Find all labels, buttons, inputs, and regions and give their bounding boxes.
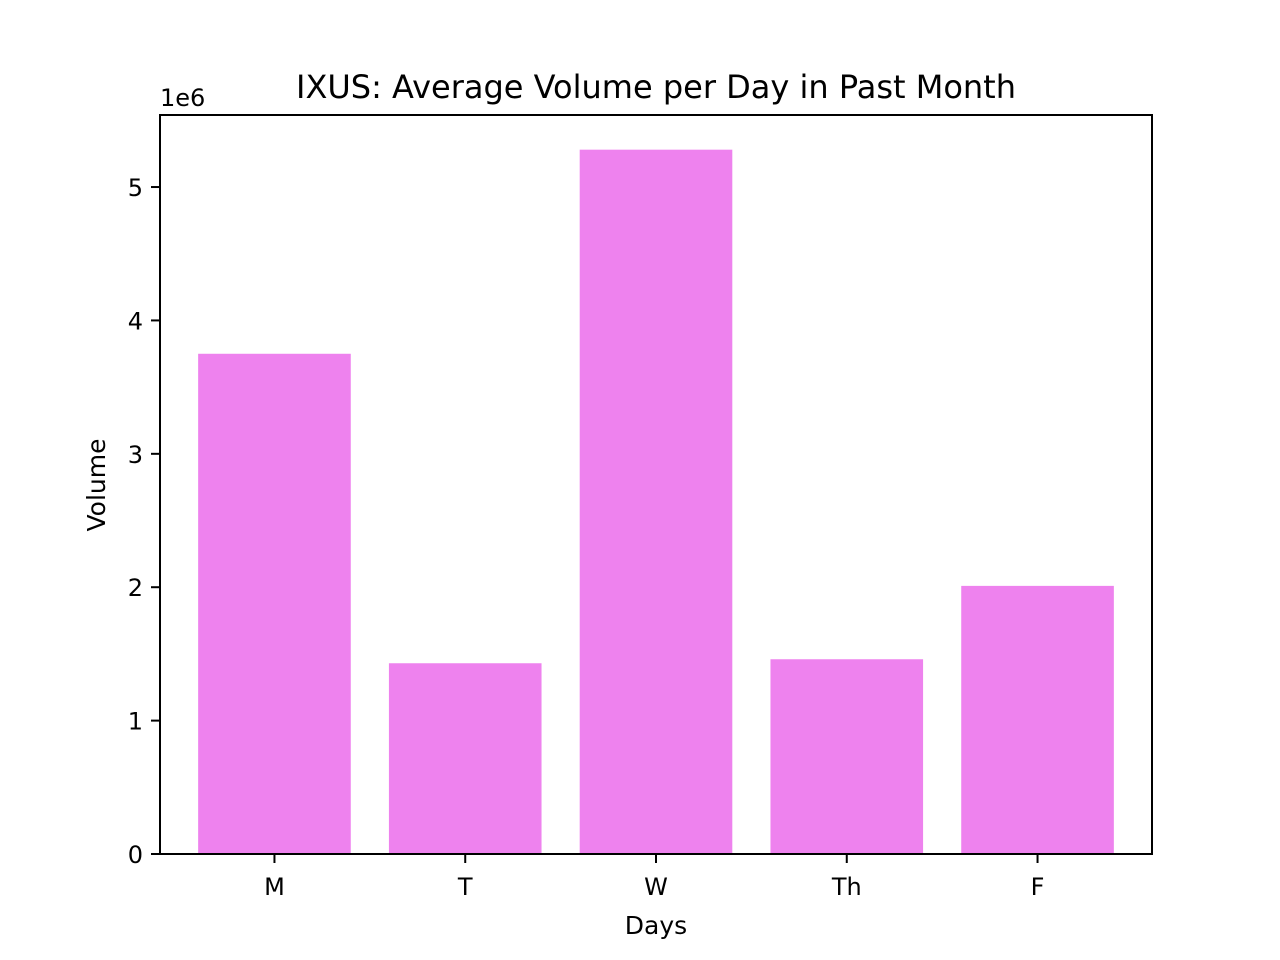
y-tick-label: 4 <box>128 307 143 335</box>
x-tick-label: Th <box>831 873 862 901</box>
bar-m <box>198 353 351 854</box>
y-tick-label: 1 <box>128 708 143 736</box>
y-tick-label: 3 <box>128 441 143 469</box>
bars-layer <box>198 149 1114 854</box>
bar-t <box>388 663 542 854</box>
plot-frame <box>159 114 1153 855</box>
x-tick-label: T <box>457 873 473 901</box>
y-tick-label: 0 <box>128 841 143 869</box>
x-ticks-layer: M T W Th F <box>264 854 1044 901</box>
x-axis-label: Days <box>625 911 687 940</box>
y-axis-scale-label: 1e6 <box>160 84 205 112</box>
x-tick-label: W <box>644 873 668 901</box>
bar-f <box>961 585 1114 854</box>
bar-th <box>770 659 924 854</box>
bar-w <box>579 149 733 854</box>
x-tick-label: M <box>264 873 285 901</box>
y-axis-label: Volume <box>82 439 111 532</box>
x-tick-label: F <box>1031 873 1045 901</box>
y-ticks-layer: 0 1 2 3 4 5 <box>128 174 160 869</box>
chart-title: IXUS: Average Volume per Day in Past Mon… <box>296 68 1016 106</box>
y-tick-label: 2 <box>128 574 143 602</box>
y-tick-label: 5 <box>128 174 143 202</box>
